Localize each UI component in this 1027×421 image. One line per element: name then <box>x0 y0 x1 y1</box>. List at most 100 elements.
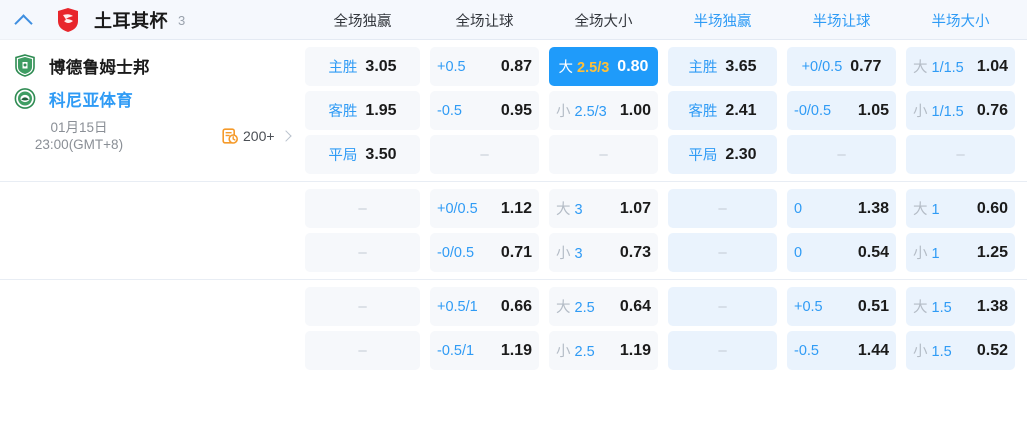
odds-handicap: 3 <box>574 246 583 262</box>
match-block: 博德鲁姆士邦 科尼亚体育 01月15日 23:00(GMT+8) 200+ 主胜 3.05 客… <box>0 40 1027 181</box>
odds-label-group: -0/0.5 <box>437 245 474 261</box>
odds-cell[interactable]: 大 3 1.07 <box>549 189 658 228</box>
odds-cell[interactable]: 大 2.5/3 0.80 <box>549 47 658 86</box>
odds-column-3: 主胜 3.65 客胜 2.41 平局 2.30 <box>663 47 782 174</box>
odds-label-group: 0 <box>794 201 802 217</box>
odds-label-group: 主胜 <box>688 56 717 77</box>
odds-cell[interactable]: +0.5 0.87 <box>430 47 539 86</box>
odds-cell[interactable]: 主胜 3.65 <box>668 47 777 86</box>
odds-cell[interactable]: 小 3 0.73 <box>549 233 658 272</box>
odds-cell[interactable]: 小 2.5/3 1.00 <box>549 91 658 130</box>
match-list: 博德鲁姆士邦 科尼亚体育 01月15日 23:00(GMT+8) 200+ 主胜 3.05 客… <box>0 40 1027 377</box>
odds-label: 客胜 <box>328 104 358 120</box>
column-header-4[interactable]: 半场让球 <box>812 13 871 30</box>
odds-value: 2.41 <box>725 101 757 119</box>
odds-cell[interactable]: -0/0.5 1.05 <box>787 91 896 130</box>
odds-cell[interactable]: 小 1/1.5 0.76 <box>906 91 1015 130</box>
odds-cell[interactable]: 大 1/1.5 1.04 <box>906 47 1015 86</box>
odds-column-2: 大 2.5 0.64 小 2.5 1.19 <box>544 287 663 370</box>
odds-cell[interactable]: 小 1 1.25 <box>906 233 1015 272</box>
odds-cell[interactable]: +0.5/1 0.66 <box>430 287 539 326</box>
odds-cell[interactable]: -0.5 1.44 <box>787 331 896 370</box>
odds-column-2: 大 2.5/3 0.80 小 2.5/3 1.00– <box>544 47 663 174</box>
odds-cell-empty: – <box>305 331 420 370</box>
odds-label: +0.5 <box>794 298 823 315</box>
odds-cell-empty: – <box>668 189 777 228</box>
odds-cell[interactable]: 平局 2.30 <box>668 135 777 174</box>
odds-label-group: +0/0.5 <box>802 59 843 75</box>
odds-cell[interactable]: 大 1 0.60 <box>906 189 1015 228</box>
odds-value: 0.51 <box>857 297 889 315</box>
odds-label: 主胜 <box>328 60 358 76</box>
odds-value: 1.12 <box>500 199 532 217</box>
odds-cell-empty: – <box>668 233 777 272</box>
empty-dash: – <box>837 146 846 163</box>
odds-label: -0.5 <box>794 342 819 359</box>
odds-cell[interactable]: 客胜 2.41 <box>668 91 777 130</box>
odds-label-group: 大 2.5 <box>556 296 595 317</box>
odds-cell[interactable]: 平局 3.50 <box>305 135 420 174</box>
odds-label: -0.5 <box>437 102 462 119</box>
chevron-right-icon[interactable] <box>281 131 291 141</box>
odds-cell[interactable]: 小 2.5 1.19 <box>549 331 658 370</box>
odds-column-5: 大 1.5 1.38 小 1.5 0.52 <box>901 287 1020 370</box>
column-header-1[interactable]: 全场让球 <box>455 13 514 30</box>
odds-label: 平局 <box>688 148 718 164</box>
odds-value: 0.95 <box>500 101 532 119</box>
home-team-row[interactable]: 博德鲁姆士邦 <box>14 49 300 82</box>
odds-cell[interactable]: -0.5/1 1.19 <box>430 331 539 370</box>
market-count-badge[interactable]: 200+ <box>222 128 291 144</box>
odds-column-1: +0.5 0.87 -0.5 0.95 – <box>425 47 544 174</box>
odds-value: 1.07 <box>619 199 651 217</box>
odds-value: 0.80 <box>617 57 649 75</box>
odds-cell[interactable]: +0/0.5 0.77 <box>787 47 896 86</box>
odds-column-1: +0/0.5 1.12 -0/0.5 0.71 <box>425 189 544 272</box>
odds-cell[interactable]: +0.5 0.51 <box>787 287 896 326</box>
match-block: – – +0/0.5 1.12 -0/0.5 0.71 大 3 1.07 小 3 0.73– –0 1.3… <box>0 181 1027 279</box>
odds-cell[interactable]: 0 1.38 <box>787 189 896 228</box>
odds-cell[interactable]: 大 1.5 1.38 <box>906 287 1015 326</box>
odds-cell[interactable]: -0/0.5 0.71 <box>430 233 539 272</box>
odds-cell[interactable]: 小 1.5 0.52 <box>906 331 1015 370</box>
odds-label: +0/0.5 <box>437 200 478 217</box>
odds-label-group: 小 2.5 <box>556 340 595 361</box>
odds-cell[interactable]: 客胜 1.95 <box>305 91 420 130</box>
odds-handicap: 2.5/3 <box>574 104 607 120</box>
chevron-up-icon[interactable] <box>14 10 34 30</box>
odds-label: +0.5 <box>437 58 466 75</box>
odds-handicap: 1 <box>931 246 940 262</box>
league-logo-icon <box>58 8 78 32</box>
column-header-0[interactable]: 全场独赢 <box>333 13 392 30</box>
odds-label: -0.5/1 <box>437 342 475 359</box>
odds-label-group: -0.5/1 <box>437 343 474 359</box>
away-team-logo-icon <box>14 88 36 109</box>
odds-handicap: 3 <box>574 202 583 218</box>
odds-label-group: 小 2.5/3 <box>556 100 607 121</box>
odds-label-group: 平局 <box>328 144 357 165</box>
match-info <box>0 182 300 279</box>
odds-value: 3.05 <box>365 57 397 75</box>
home-team-name: 博德鲁姆士邦 <box>49 58 150 77</box>
away-team-row[interactable]: 科尼亚体育 <box>14 82 300 115</box>
odds-column-4: +0/0.5 0.77 -0/0.5 1.05 – <box>782 47 901 174</box>
odds-value: 1.38 <box>857 199 889 217</box>
odds-value: 1.19 <box>619 341 651 359</box>
odds-column-5: 大 1 0.60 小 1 1.25 <box>901 189 1020 272</box>
odds-label-group: 主胜 <box>328 56 357 77</box>
odds-cell[interactable]: 主胜 3.05 <box>305 47 420 86</box>
odds-cell-empty: – <box>430 135 539 174</box>
away-team-name: 科尼亚体育 <box>49 91 133 110</box>
odds-cell[interactable]: +0/0.5 1.12 <box>430 189 539 228</box>
odds-cell[interactable]: 大 2.5 0.64 <box>549 287 658 326</box>
column-header-2[interactable]: 全场大小 <box>574 13 633 30</box>
odds-value: 3.65 <box>725 57 757 75</box>
odds-cell[interactable]: 0 0.54 <box>787 233 896 272</box>
column-header-3[interactable]: 半场独赢 <box>693 13 752 30</box>
odds-value: 0.64 <box>619 297 651 315</box>
odds-cell[interactable]: -0.5 0.95 <box>430 91 539 130</box>
empty-dash: – <box>718 298 727 315</box>
odds-label: 大 <box>913 60 928 76</box>
column-header-5[interactable]: 半场大小 <box>931 13 990 30</box>
odds-label: 0 <box>794 244 803 261</box>
empty-dash: – <box>358 200 367 217</box>
